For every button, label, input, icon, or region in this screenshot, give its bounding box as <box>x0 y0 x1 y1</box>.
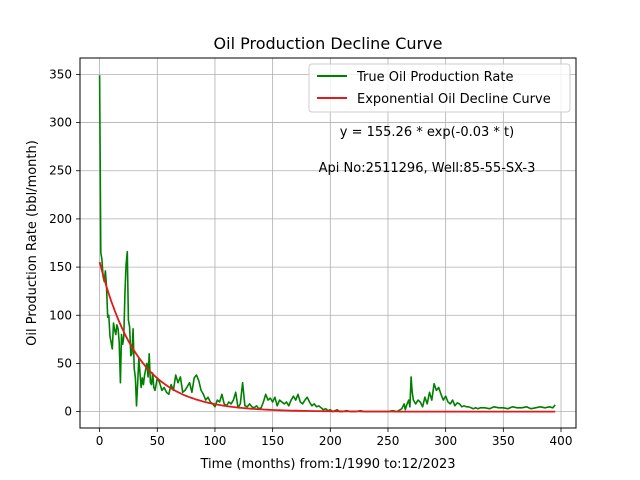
y-tick-label: 250 <box>49 164 72 178</box>
y-tick-label: 350 <box>49 67 72 81</box>
legend-label-decline-curve: Exponential Oil Decline Curve <box>357 92 551 107</box>
y-axis-label: Oil Production Rate (bbl/month) <box>25 140 40 346</box>
x-tick-label: 250 <box>377 434 400 448</box>
legend-label-true-rate: True Oil Production Rate <box>356 70 513 85</box>
y-tick-label: 200 <box>49 212 72 226</box>
x-axis: 0 50 100 150 200 250 300 350 400 <box>96 428 573 448</box>
y-tick-label: 100 <box>49 308 72 322</box>
x-tick-label: 200 <box>319 434 342 448</box>
legend-box <box>308 63 571 113</box>
equation-annotation: y = 155.26 * exp(-0.03 * t) <box>340 125 514 140</box>
legend: True Oil Production Rate Exponential Oil… <box>308 63 571 113</box>
y-tick-label: 50 <box>57 356 72 370</box>
y-tick-label: 0 <box>64 405 72 419</box>
x-tick-label: 100 <box>204 434 227 448</box>
x-axis-label: Time (months) from:1/1990 to:12/2023 <box>199 457 455 472</box>
x-tick-label: 50 <box>150 434 165 448</box>
x-tick-label: 400 <box>550 434 573 448</box>
series-layer <box>98 75 556 413</box>
y-axis: 0 50 100 150 200 250 300 350 <box>49 67 80 419</box>
well-annotation: Api No:2511296, Well:85-55-SX-3 <box>319 161 536 176</box>
x-tick-label: 350 <box>492 434 515 448</box>
y-tick-label: 300 <box>49 116 72 130</box>
x-tick-label: 150 <box>261 434 284 448</box>
series-line-decline-curve <box>98 261 556 413</box>
chart-title: Oil Production Decline Curve <box>214 34 443 53</box>
plot-frame <box>79 57 577 429</box>
x-tick-label: 300 <box>434 434 457 448</box>
series-line-true-rate <box>98 75 556 413</box>
y-tick-label: 150 <box>49 260 72 274</box>
x-tick-label: 0 <box>96 434 104 448</box>
